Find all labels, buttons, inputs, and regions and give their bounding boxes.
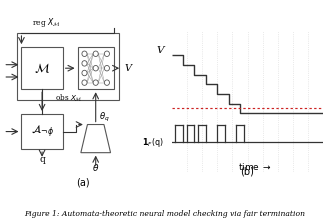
Circle shape (104, 80, 110, 85)
Polygon shape (81, 125, 111, 153)
Text: $\theta_q$: $\theta_q$ (99, 110, 109, 124)
Text: V: V (156, 46, 164, 55)
Circle shape (104, 51, 110, 57)
Circle shape (93, 66, 98, 71)
Text: $\mathbf{1}_F(\mathrm{q})$: $\mathbf{1}_F(\mathrm{q})$ (142, 136, 164, 149)
FancyBboxPatch shape (21, 114, 63, 149)
Text: $\theta$: $\theta$ (92, 162, 99, 173)
Text: (a): (a) (76, 178, 89, 188)
FancyBboxPatch shape (21, 47, 63, 89)
Circle shape (82, 80, 87, 85)
Circle shape (93, 51, 98, 57)
Text: reg $X_{\mathcal{M}}$: reg $X_{\mathcal{M}}$ (32, 16, 61, 29)
Text: $\mathcal{M}$: $\mathcal{M}$ (34, 61, 50, 75)
Text: q: q (39, 155, 45, 164)
Circle shape (104, 66, 110, 71)
Text: Figure 1: Automata-theoretic neural model checking via fair termination: Figure 1: Automata-theoretic neural mode… (24, 210, 306, 218)
FancyBboxPatch shape (16, 33, 119, 100)
Text: V: V (125, 64, 132, 73)
Circle shape (82, 70, 87, 76)
Circle shape (82, 61, 87, 66)
Text: (b): (b) (241, 166, 254, 176)
Text: obs $X_{\mathcal{M}}$: obs $X_{\mathcal{M}}$ (55, 93, 83, 104)
Circle shape (93, 80, 98, 85)
FancyBboxPatch shape (78, 47, 114, 89)
Text: time $\rightarrow$: time $\rightarrow$ (238, 161, 272, 172)
Circle shape (82, 51, 87, 57)
Text: $\mathcal{A}_{\neg\phi}$: $\mathcal{A}_{\neg\phi}$ (31, 123, 53, 140)
